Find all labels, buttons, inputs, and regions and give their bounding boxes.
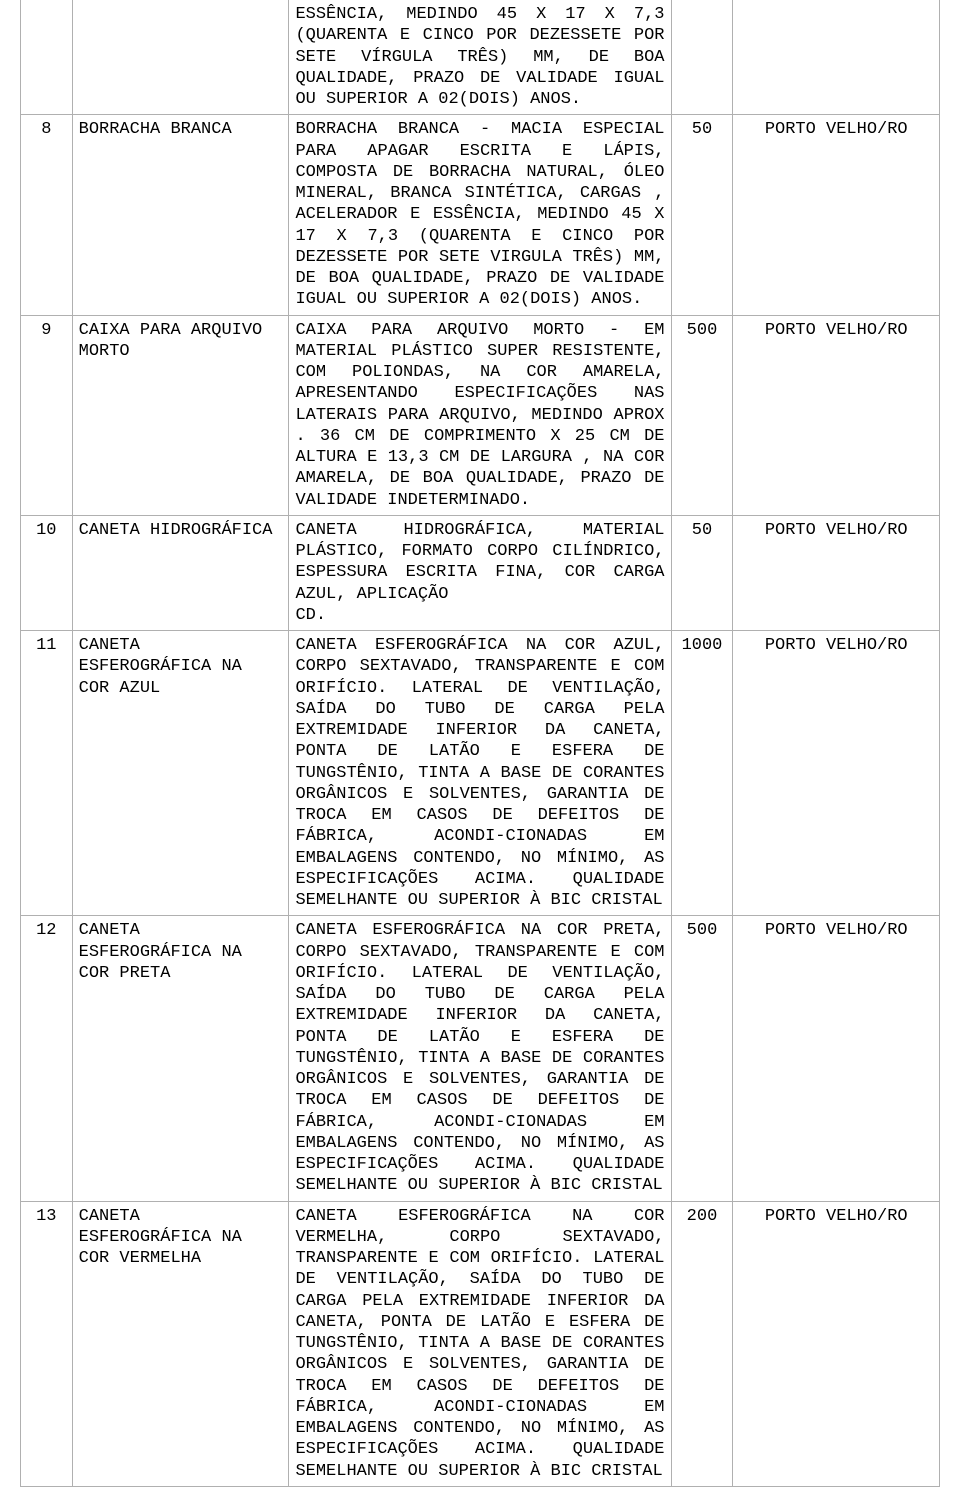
cell-quantity: 200 bbox=[671, 1201, 733, 1486]
cell-item-number: 12 bbox=[21, 916, 73, 1201]
cell-quantity: 50 bbox=[671, 115, 733, 315]
table-row: 12CANETA ESFEROGRÁFICA NA COR PRETACANET… bbox=[21, 916, 940, 1201]
cell-location: PORTO VELHO/RO bbox=[733, 315, 940, 515]
cell-item-number bbox=[21, 0, 73, 115]
cell-description: CANETA ESFEROGRÁFICA NA COR PRETA, CORPO… bbox=[289, 916, 671, 1201]
table-row: 8BORRACHA BRANCABORRACHA BRANCA - MACIA … bbox=[21, 115, 940, 315]
cell-location: PORTO VELHO/RO bbox=[733, 515, 940, 630]
items-table-body: ESSÊNCIA, MEDINDO 45 X 17 X 7,3 (QUARENT… bbox=[21, 0, 940, 1486]
cell-description: BORRACHA BRANCA - MACIA ESPECIAL PARA AP… bbox=[289, 115, 671, 315]
items-table: ESSÊNCIA, MEDINDO 45 X 17 X 7,3 (QUARENT… bbox=[20, 0, 940, 1487]
cell-description: CANETA ESFEROGRÁFICA NA COR AZUL, CORPO … bbox=[289, 631, 671, 916]
cell-location: PORTO VELHO/RO bbox=[733, 115, 940, 315]
cell-product-name: CANETA ESFEROGRÁFICA NA COR VERMELHA bbox=[72, 1201, 289, 1486]
cell-item-number: 13 bbox=[21, 1201, 73, 1486]
cell-product-name: CAIXA PARA ARQUIVO MORTO bbox=[72, 315, 289, 515]
cell-item-number: 9 bbox=[21, 315, 73, 515]
cell-product-name: CANETA ESFEROGRÁFICA NA COR PRETA bbox=[72, 916, 289, 1201]
cell-quantity: 50 bbox=[671, 515, 733, 630]
cell-product-name: CANETA HIDROGRÁFICA bbox=[72, 515, 289, 630]
cell-product-name: CANETA ESFEROGRÁFICA NA COR AZUL bbox=[72, 631, 289, 916]
cell-quantity: 500 bbox=[671, 315, 733, 515]
cell-location: PORTO VELHO/RO bbox=[733, 916, 940, 1201]
cell-item-number: 11 bbox=[21, 631, 73, 916]
table-row: 13CANETA ESFEROGRÁFICA NA COR VERMELHACA… bbox=[21, 1201, 940, 1486]
table-row: 9CAIXA PARA ARQUIVO MORTOCAIXA PARA ARQU… bbox=[21, 315, 940, 515]
cell-quantity: 500 bbox=[671, 916, 733, 1201]
cell-item-number: 10 bbox=[21, 515, 73, 630]
cell-quantity bbox=[671, 0, 733, 115]
table-row: 10CANETA HIDROGRÁFICACANETA HIDROGRÁFICA… bbox=[21, 515, 940, 630]
table-row: ESSÊNCIA, MEDINDO 45 X 17 X 7,3 (QUARENT… bbox=[21, 0, 940, 115]
cell-location: PORTO VELHO/RO bbox=[733, 1201, 940, 1486]
cell-location: PORTO VELHO/RO bbox=[733, 631, 940, 916]
cell-description: CANETA ESFEROGRÁFICA NA COR VERMELHA, CO… bbox=[289, 1201, 671, 1486]
table-row: 11CANETA ESFEROGRÁFICA NA COR AZULCANETA… bbox=[21, 631, 940, 916]
cell-description: ESSÊNCIA, MEDINDO 45 X 17 X 7,3 (QUARENT… bbox=[289, 0, 671, 115]
cell-product-name bbox=[72, 0, 289, 115]
cell-item-number: 8 bbox=[21, 115, 73, 315]
cell-description: CANETA HIDROGRÁFICA, MATERIAL PLÁSTICO, … bbox=[289, 515, 671, 630]
cell-location bbox=[733, 0, 940, 115]
cell-product-name: BORRACHA BRANCA bbox=[72, 115, 289, 315]
cell-quantity: 1000 bbox=[671, 631, 733, 916]
cell-description: CAIXA PARA ARQUIVO MORTO - EM MATERIAL P… bbox=[289, 315, 671, 515]
